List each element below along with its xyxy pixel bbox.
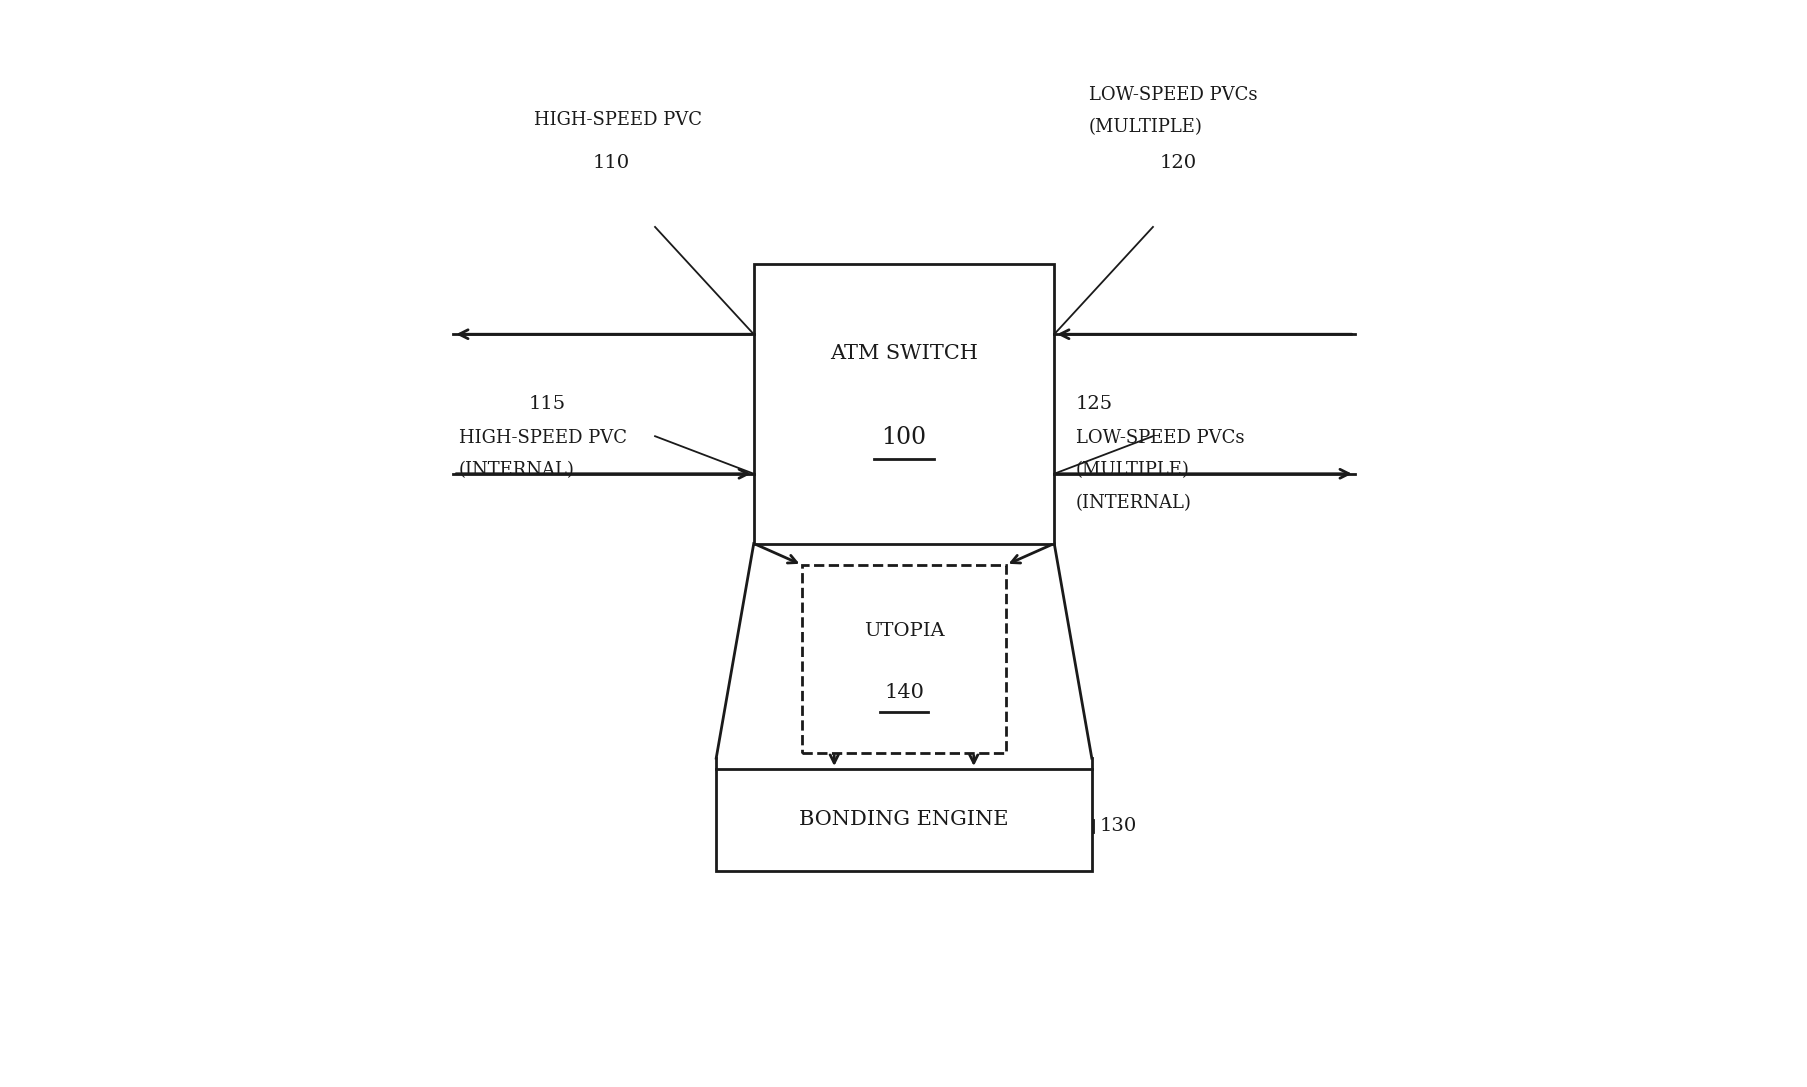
Text: (MULTIPLE): (MULTIPLE) [1075, 462, 1189, 479]
Text: 120: 120 [1158, 153, 1196, 172]
Text: LOW-SPEED PVCs: LOW-SPEED PVCs [1088, 86, 1256, 104]
Text: (INTERNAL): (INTERNAL) [459, 462, 575, 479]
Text: ATM SWITCH: ATM SWITCH [829, 345, 978, 363]
Text: 130: 130 [1099, 816, 1137, 835]
Text: (INTERNAL): (INTERNAL) [1075, 493, 1191, 512]
Text: HIGH-SPEED PVC: HIGH-SPEED PVC [459, 429, 627, 448]
Text: 140: 140 [884, 683, 923, 702]
Text: BONDING ENGINE: BONDING ENGINE [799, 810, 1008, 829]
Text: 125: 125 [1075, 395, 1111, 413]
Bar [754, 264, 1053, 544]
Text: HIGH-SPEED PVC: HIGH-SPEED PVC [533, 111, 701, 128]
Text: 115: 115 [528, 395, 566, 413]
Text: UTOPIA: UTOPIA [864, 622, 943, 639]
Text: LOW-SPEED PVCs: LOW-SPEED PVCs [1075, 429, 1243, 448]
Bar [802, 565, 1005, 753]
Bar [716, 769, 1091, 871]
Text: 100: 100 [882, 426, 925, 449]
Text: (MULTIPLE): (MULTIPLE) [1088, 118, 1202, 136]
Text: 110: 110 [593, 153, 629, 172]
